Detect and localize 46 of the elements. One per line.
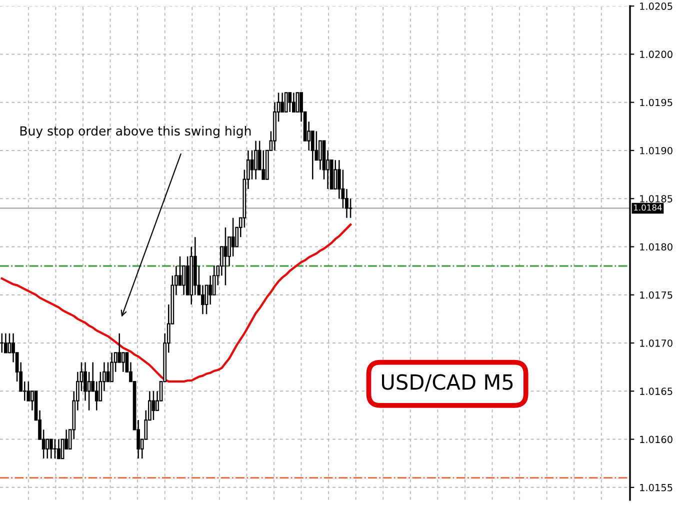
candlestick	[178, 256, 182, 286]
y-tick-label: 1.0175	[640, 291, 672, 299]
candlestick	[334, 159, 338, 190]
candlestick	[296, 92, 300, 113]
candlestick	[152, 390, 156, 421]
y-tick-label: 1.0165	[640, 388, 672, 395]
y-tick-label: 1.0170	[640, 339, 672, 347]
candlestick	[0, 332, 4, 354]
candlestick	[284, 92, 288, 113]
y-tick-label: 1.0195	[640, 98, 672, 106]
candlestick	[60, 438, 64, 460]
line-series	[0, 223, 352, 383]
candlestick	[201, 284, 204, 315]
candlestick	[208, 275, 212, 306]
text: USD/CAD M5	[382, 374, 513, 392]
candlestick	[106, 362, 110, 382]
candlestick	[262, 150, 266, 180]
candlestick	[4, 332, 8, 354]
candlestick	[26, 380, 30, 402]
y-tick-label: 1.0200	[640, 50, 672, 58]
ref-line-label: 1.0184	[634, 204, 662, 211]
candlestick	[57, 438, 60, 460]
candlestick	[53, 438, 57, 460]
candlestick	[94, 380, 98, 412]
y-tick-label: 1.0160	[640, 436, 672, 444]
y-tick-label: 1.0180	[640, 243, 672, 251]
y-tick-label: 1.0185	[640, 195, 672, 202]
candlestick	[110, 352, 114, 382]
candlestick	[121, 352, 125, 373]
y-tick-label: 1.0190	[640, 146, 672, 154]
candlestick	[46, 438, 50, 460]
candlestick	[250, 150, 254, 180]
candlestick	[280, 92, 284, 113]
candlestick	[231, 217, 235, 257]
candlestick	[254, 140, 258, 180]
candlestick	[118, 332, 122, 363]
candlestick	[224, 226, 228, 286]
candlestick	[348, 198, 352, 218]
candlestick	[292, 92, 296, 113]
candlestick	[288, 92, 292, 113]
annotation: Buy stop order above this swing high	[20, 126, 251, 138]
candlestick	[49, 438, 53, 460]
candlestick	[8, 332, 12, 354]
candlestick	[87, 371, 91, 412]
y-tick-label: 1.0205	[640, 2, 672, 10]
y-tick-label: 1.0155	[640, 484, 672, 492]
